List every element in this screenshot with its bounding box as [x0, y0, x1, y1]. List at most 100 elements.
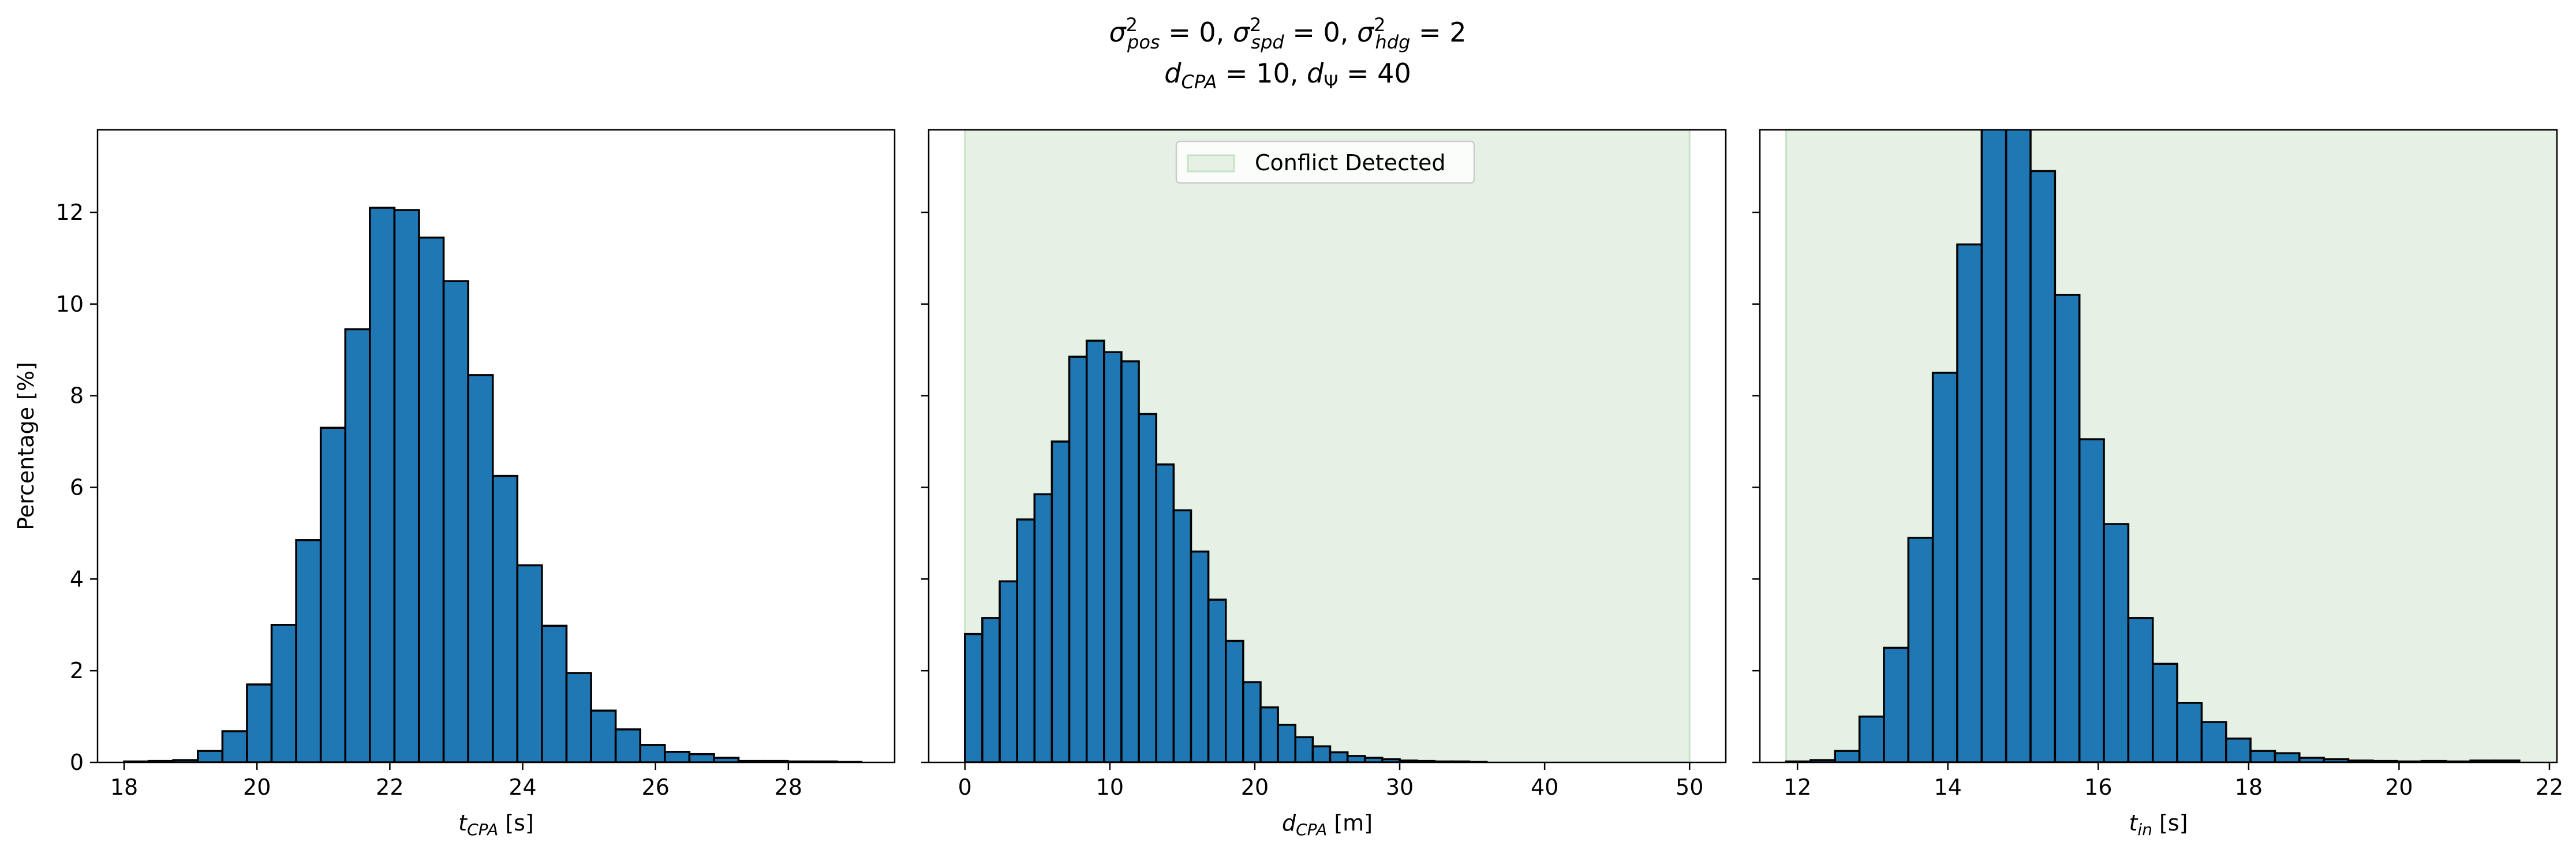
- legend-box: [1175, 140, 1475, 184]
- axes-frame: [928, 129, 1727, 764]
- legend-swatch: [1187, 154, 1235, 173]
- axes-frame: [1759, 129, 2558, 764]
- histogram-bar: [1016, 518, 1036, 762]
- x-tick-label: 22: [376, 775, 403, 800]
- histogram-bar: [1294, 736, 1314, 762]
- histogram-bar: [295, 539, 322, 762]
- histogram-bar: [2493, 760, 2521, 762]
- x-axis-label: dCPA [m]: [1282, 810, 1373, 839]
- histogram-bar: [2005, 130, 2032, 762]
- legend: Conflict Detected: [1175, 140, 1475, 184]
- histogram-bar: [2249, 750, 2276, 762]
- histogram-bar: [1242, 681, 1262, 762]
- x-tick-label: 14: [1934, 775, 1962, 800]
- histogram-bar: [1155, 463, 1175, 762]
- histogram-bar: [590, 709, 617, 762]
- histogram-bar: [1956, 243, 1983, 762]
- histogram-bar: [2151, 663, 2178, 762]
- histogram-bar: [221, 730, 248, 762]
- histogram-bar: [1138, 413, 1157, 762]
- histogram-bar: [344, 328, 371, 762]
- x-tick-label: 10: [1096, 775, 1124, 800]
- histogram-bar: [2200, 721, 2227, 762]
- histogram-bar: [2225, 737, 2252, 762]
- histogram-bar: [1980, 130, 2007, 762]
- x-tick-label: 0: [958, 775, 972, 800]
- y-tick-label: 6: [70, 474, 84, 500]
- x-tick-label: 12: [1784, 775, 1811, 800]
- x-tick-label: 18: [2235, 775, 2263, 800]
- panel-dcpa: 0 10 20 30 40 50 dCPA [m] Conflict Detected: [921, 129, 1727, 839]
- y-axis-label: Percentage [%]: [13, 362, 39, 530]
- x-tick-label: 40: [1531, 775, 1558, 800]
- histogram-bar: [393, 209, 420, 762]
- x-axis-label: tin [s]: [2129, 810, 2188, 839]
- y-tick-label: 0: [70, 750, 84, 775]
- histogram-bar: [688, 753, 715, 762]
- x-tick-label: 16: [2084, 775, 2112, 800]
- histogram-bar: [1346, 755, 1366, 762]
- histogram-bar: [1329, 751, 1349, 762]
- histogram-bar: [1190, 550, 1210, 762]
- plot-area: [1785, 130, 2557, 762]
- x-tick-label: 18: [110, 775, 138, 800]
- histogram-bar: [614, 728, 641, 762]
- histogram-bar: [467, 374, 494, 762]
- x-tick-label: 30: [1386, 775, 1414, 800]
- histogram-bar: [639, 744, 666, 762]
- histogram-bar: [1207, 598, 1227, 762]
- histogram-bar: [270, 623, 297, 762]
- histogram-bar: [541, 624, 568, 762]
- legend-label: Conflict Detected: [1255, 150, 1445, 175]
- histogram-bar: [1931, 372, 1958, 762]
- histogram-bar: [1224, 639, 1244, 762]
- histogram-bar: [516, 564, 543, 762]
- x-tick-label: 24: [509, 775, 536, 800]
- x-tick-label: 20: [243, 775, 271, 800]
- histogram-bar: [418, 236, 445, 762]
- x-tick-label: 22: [2536, 775, 2563, 800]
- y-tick-label: 12: [56, 200, 84, 225]
- x-tick-label: 26: [642, 775, 670, 800]
- histogram-bar: [319, 426, 347, 762]
- histogram-bar: [2054, 294, 2081, 762]
- histogram-bar: [1068, 356, 1088, 762]
- histogram-bar: [2127, 617, 2154, 762]
- histogram-bar: [1259, 706, 1279, 762]
- x-tick-label: 50: [1676, 775, 1703, 800]
- y-tick-label: 8: [70, 383, 84, 409]
- histogram-bar: [2078, 438, 2105, 762]
- y-tick-label: 10: [56, 291, 84, 317]
- title-line2: dCPA = 10, dΨ = 40: [1164, 58, 1411, 93]
- histogram-bar: [1172, 509, 1192, 762]
- axes-frame: [96, 129, 896, 764]
- histogram-bar: [565, 672, 592, 762]
- histogram-bar: [2274, 752, 2301, 762]
- histogram-bar: [1907, 537, 1934, 762]
- histogram-bar: [1120, 360, 1140, 762]
- histogram-bar: [246, 683, 273, 762]
- figure-title: σ2 pos = 0, σ2 spd = 0, σ2 hdg = 2 dCPA = 1…: [1109, 14, 1467, 93]
- histogram-bar: [1311, 745, 1332, 762]
- histogram-bar: [964, 633, 984, 762]
- histogram-bar: [1834, 750, 1861, 762]
- histogram-bar: [369, 207, 396, 762]
- histogram-bar: [1033, 493, 1053, 762]
- plot-area: [123, 207, 863, 762]
- x-tick-label: 20: [2385, 775, 2413, 800]
- histogram-bar: [999, 580, 1018, 762]
- histogram-bar: [442, 280, 469, 762]
- histogram-bar: [2029, 170, 2057, 762]
- histogram-bar: [1883, 646, 1910, 762]
- title-line1: σ2 pos = 0, σ2 spd = 0, σ2 hdg = 2: [1109, 14, 1467, 53]
- plot-area: [964, 130, 1691, 762]
- histogram-bar: [1085, 339, 1105, 762]
- panel-tin: 12 14 16 18 20 22 tin [s]: [1752, 129, 2563, 839]
- x-axis-label: tCPA [s]: [458, 810, 534, 839]
- histogram-bar: [1858, 715, 1885, 762]
- histogram-bar: [1050, 440, 1071, 762]
- histogram-bar: [491, 474, 519, 762]
